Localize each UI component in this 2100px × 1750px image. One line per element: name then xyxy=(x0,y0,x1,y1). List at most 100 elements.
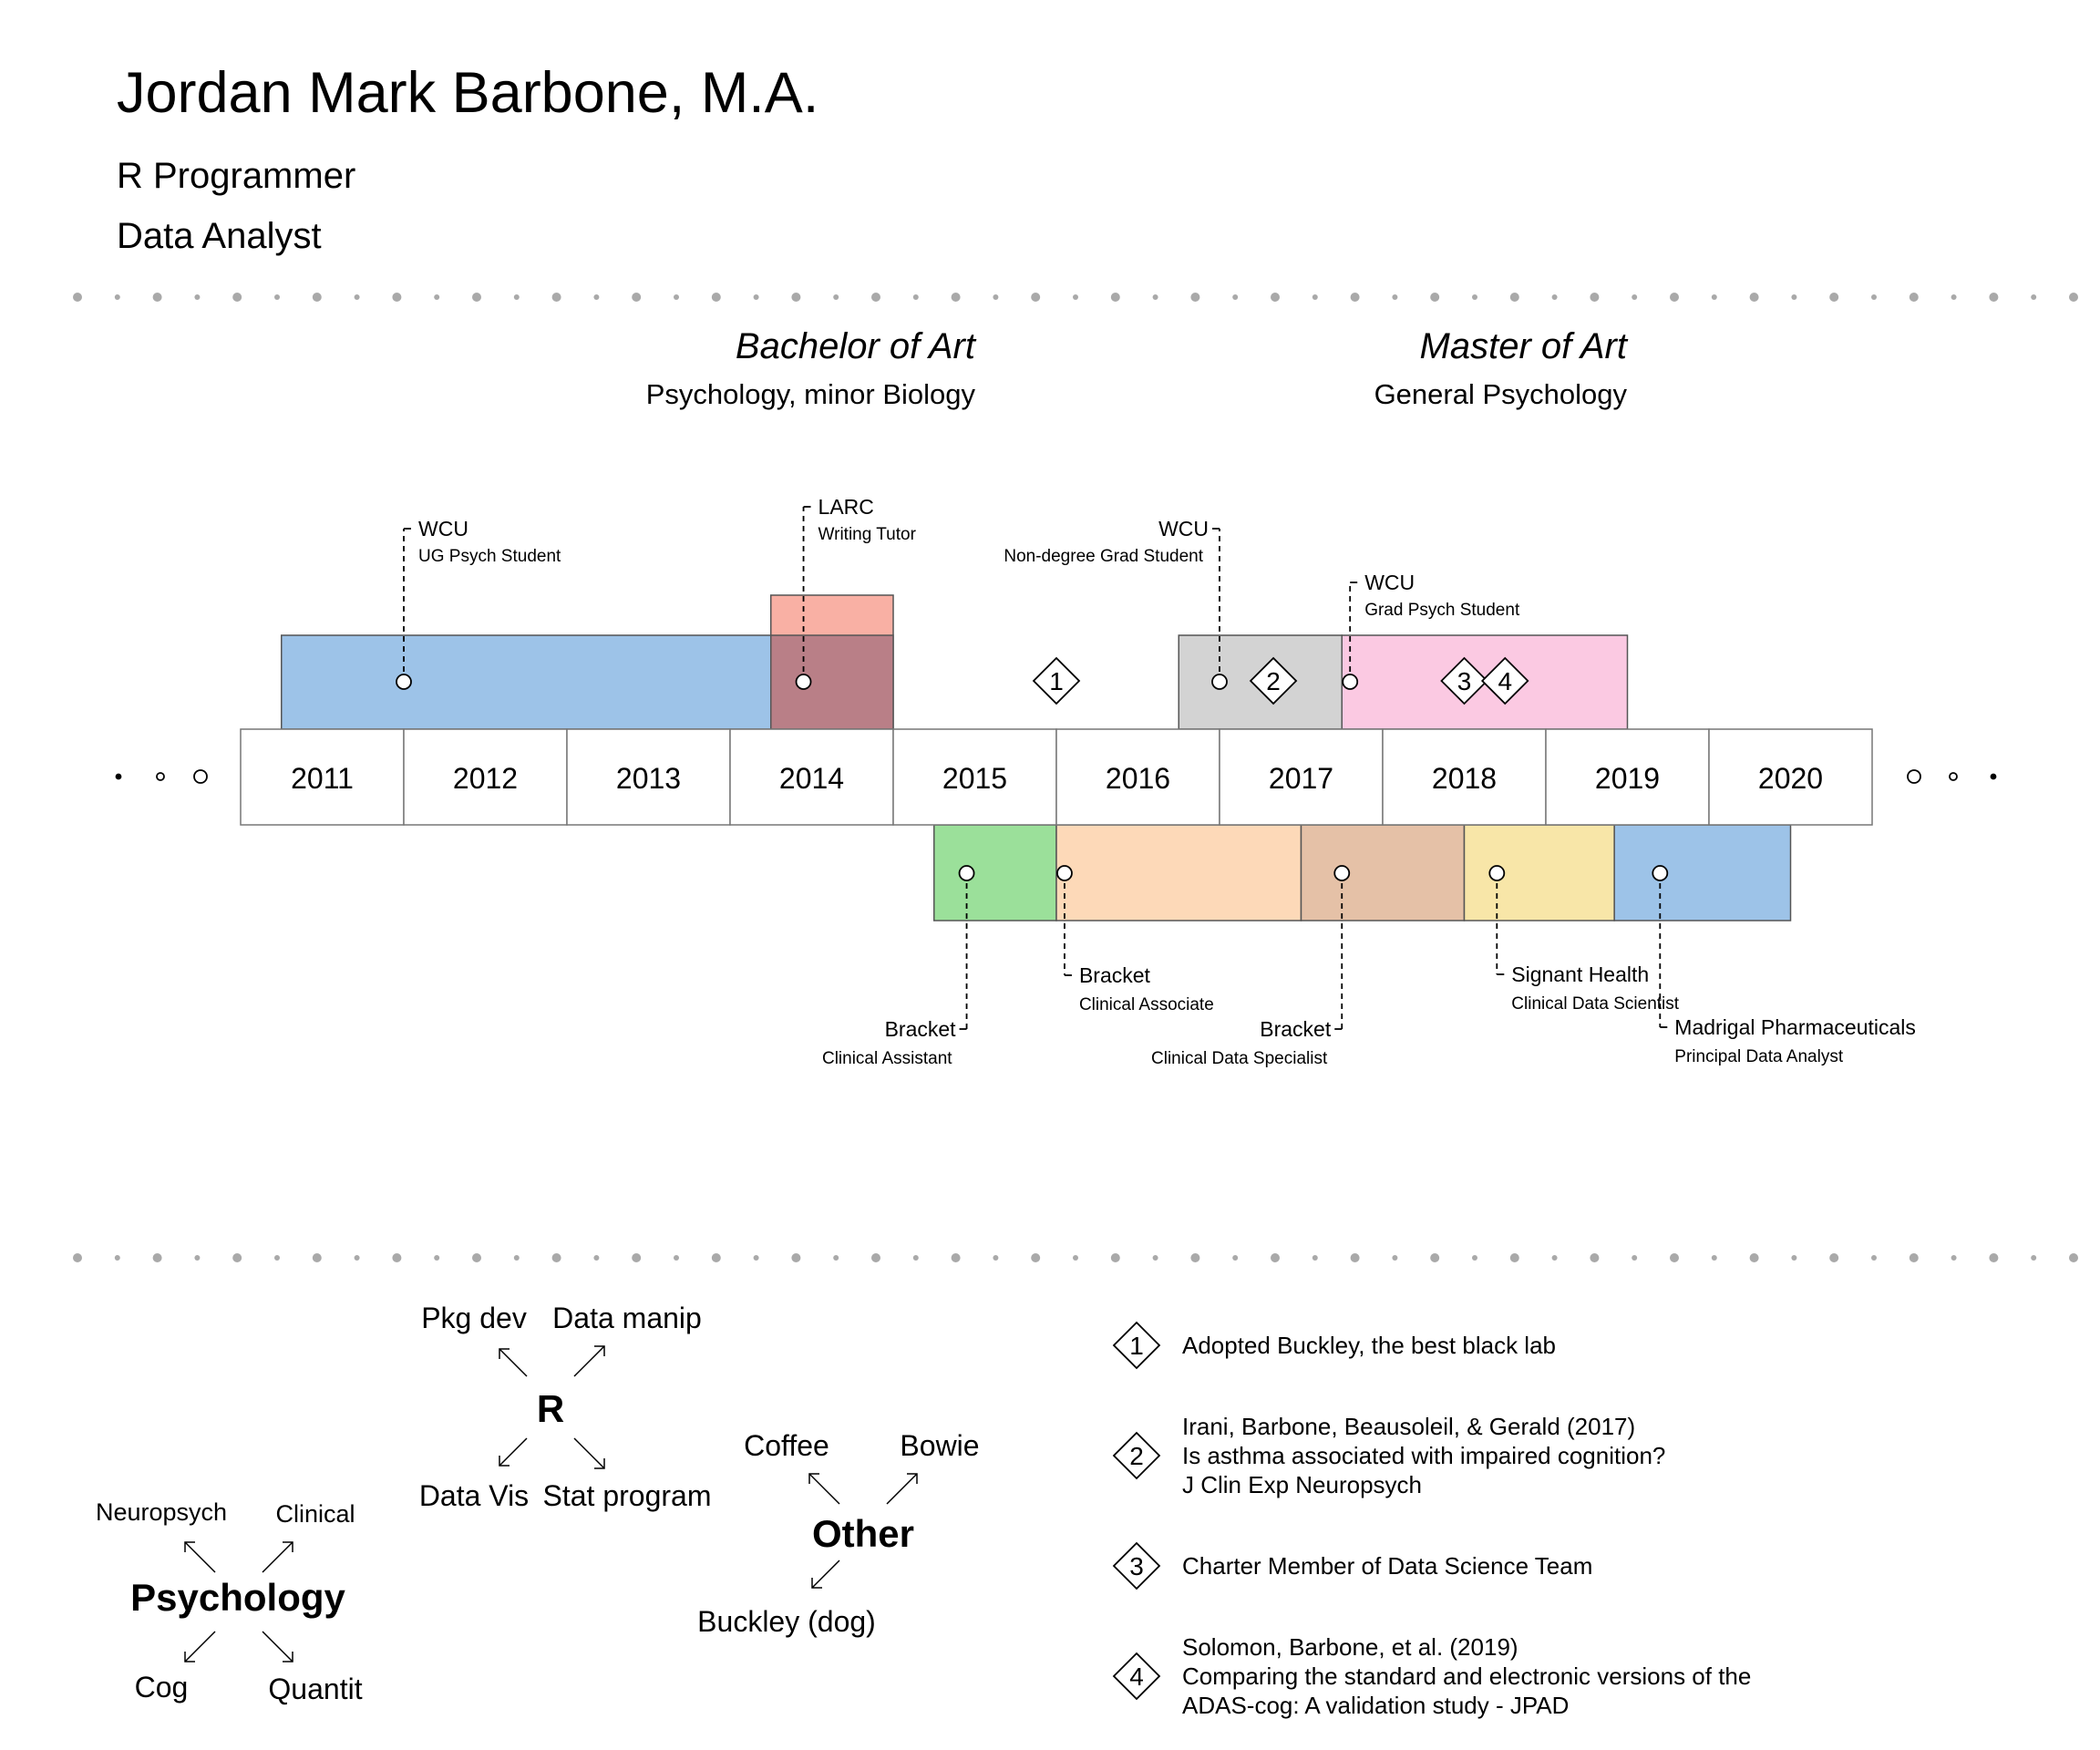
role-data-analyst: Data Analyst xyxy=(117,216,322,256)
legend-line: Solomon, Barbone, et al. (2019) xyxy=(1182,1633,1518,1661)
separator-dot xyxy=(1312,294,1318,300)
separator-dot xyxy=(871,1253,880,1262)
separator-dot xyxy=(1711,294,1717,300)
year-label: 2014 xyxy=(779,762,844,795)
axis-end-dot xyxy=(193,769,208,784)
legend-diamond-number: 1 xyxy=(1129,1332,1144,1360)
separator-dot xyxy=(551,293,561,302)
separator-dot xyxy=(114,294,120,300)
legend-diamond-number: 2 xyxy=(1129,1442,1144,1470)
separator-dot xyxy=(1350,1253,1360,1262)
skill-item-neuropsych: Neuropsych xyxy=(96,1498,227,1526)
separator-dot xyxy=(1791,294,1797,300)
separator-dot xyxy=(114,1255,120,1261)
separator-dot xyxy=(194,294,201,300)
axis-end-dot xyxy=(1907,769,1921,784)
separator-dot xyxy=(1749,293,1759,302)
separator-dot xyxy=(73,1253,82,1262)
skill-item-coffee: Coffee xyxy=(744,1429,829,1462)
education-org-label: LARC xyxy=(818,495,874,519)
skill-head-r: R xyxy=(537,1387,564,1430)
separator-dot xyxy=(312,1253,322,1262)
legend-line: Irani, Barbone, Beausoleil, & Gerald (20… xyxy=(1182,1413,1635,1440)
skill-item-data-manip: Data manip xyxy=(552,1302,702,1334)
separator-dot xyxy=(354,294,360,300)
degrees: Bachelor of Art Psychology, minor Biolog… xyxy=(646,326,1629,410)
separator-dot xyxy=(1430,1253,1440,1262)
separator-dot xyxy=(951,1253,961,1262)
year-label: 2012 xyxy=(453,762,518,795)
separator-dot xyxy=(1312,1255,1318,1261)
separator-dot xyxy=(472,1253,481,1262)
separator-dot xyxy=(1232,294,1239,300)
skill-cluster-other: Other Coffee Bowie Buckley (dog) xyxy=(697,1429,979,1638)
separator-dot xyxy=(1271,293,1280,302)
degree-bachelor-subtitle: Psychology, minor Biology xyxy=(646,378,976,410)
employment-dot xyxy=(1652,865,1669,881)
skill-arrows-psychology xyxy=(184,1541,293,1662)
year-label: 2017 xyxy=(1269,762,1333,795)
separator-dot xyxy=(152,1253,162,1262)
separator-dot xyxy=(1590,293,1600,302)
skill-cluster-psychology: Psychology Neuropsych Clinical Cog Quant… xyxy=(96,1498,363,1705)
separator-dot xyxy=(833,1255,839,1261)
legend-line: Is asthma associated with impaired cogni… xyxy=(1182,1442,1665,1469)
separator-dot xyxy=(791,293,801,302)
separator-dot xyxy=(912,294,919,300)
separator-dot xyxy=(1350,293,1360,302)
separator-dot xyxy=(632,1253,642,1262)
year-cell xyxy=(1708,728,1873,826)
year-label: 2011 xyxy=(291,762,354,795)
separator-dot xyxy=(1989,1253,1999,1262)
separator-dot xyxy=(1951,1255,1957,1261)
education-labels: WCU UG Psych Student LARC Writing Tutor WCU N… xyxy=(396,495,1520,690)
separator-dot xyxy=(513,1255,520,1261)
separator-dot xyxy=(1472,1255,1477,1261)
separator-dot xyxy=(1590,1253,1600,1262)
year-cell xyxy=(892,728,1057,826)
employment-dot xyxy=(1056,865,1073,881)
skill-item-quantit: Quantit xyxy=(268,1673,362,1705)
separator-dot xyxy=(1472,294,1477,300)
year-label: 2020 xyxy=(1758,762,1823,795)
skill-item-data-vis: Data Vis xyxy=(419,1479,529,1512)
employment-org-label: Signant Health xyxy=(1511,962,1649,986)
employment-bars xyxy=(933,824,1792,921)
skill-arrows-other xyxy=(808,1473,918,1589)
employment-org-label: Madrigal Pharmaceuticals xyxy=(1674,1015,1916,1039)
separator-dot xyxy=(551,1253,561,1262)
year-cell xyxy=(1219,728,1384,826)
legend-line: Charter Member of Data Science Team xyxy=(1182,1552,1592,1580)
skill-item-buckley-dog: Buckley (dog) xyxy=(697,1605,876,1638)
degree-master-title: Master of Art xyxy=(1420,326,1629,366)
year-cell xyxy=(403,728,568,826)
separator-dot xyxy=(472,293,481,302)
separator-dot xyxy=(2031,1255,2037,1261)
separator-dot xyxy=(274,1255,280,1261)
separator-dot xyxy=(1110,1253,1120,1262)
milestone-diamond-number: 2 xyxy=(1266,667,1281,695)
employment-org-label: Bracket xyxy=(1260,1017,1332,1041)
degree-master-subtitle: General Psychology xyxy=(1374,378,1628,410)
skill-item-bowie: Bowie xyxy=(900,1429,979,1462)
employment-org-label: Bracket xyxy=(1079,963,1151,987)
year-cell xyxy=(1055,728,1220,826)
milestone-diamond xyxy=(1032,656,1081,705)
separator-dot xyxy=(1073,294,1078,300)
legend-line: J Clin Exp Neuropsych xyxy=(1182,1471,1422,1498)
separator-dot xyxy=(593,294,600,300)
employment-role-label: Clinical Associate xyxy=(1079,995,1214,1014)
legend-line: Comparing the standard and electronic ve… xyxy=(1182,1662,1751,1690)
year-label: 2019 xyxy=(1595,762,1660,795)
separator-dot xyxy=(392,293,402,302)
year-cell xyxy=(1545,728,1710,826)
employment-org-label: Bracket xyxy=(885,1017,957,1041)
separator-dot xyxy=(1989,293,1999,302)
separator-dot xyxy=(1073,1255,1078,1261)
education-role-label: UG Psych Student xyxy=(418,547,561,566)
separator-dot xyxy=(312,293,322,302)
employment-role-label: Clinical Data Specialist xyxy=(1151,1049,1328,1068)
skill-item-clinical: Clinical xyxy=(275,1500,355,1528)
separator-dot xyxy=(434,1255,440,1261)
separator-dot xyxy=(1190,293,1200,302)
